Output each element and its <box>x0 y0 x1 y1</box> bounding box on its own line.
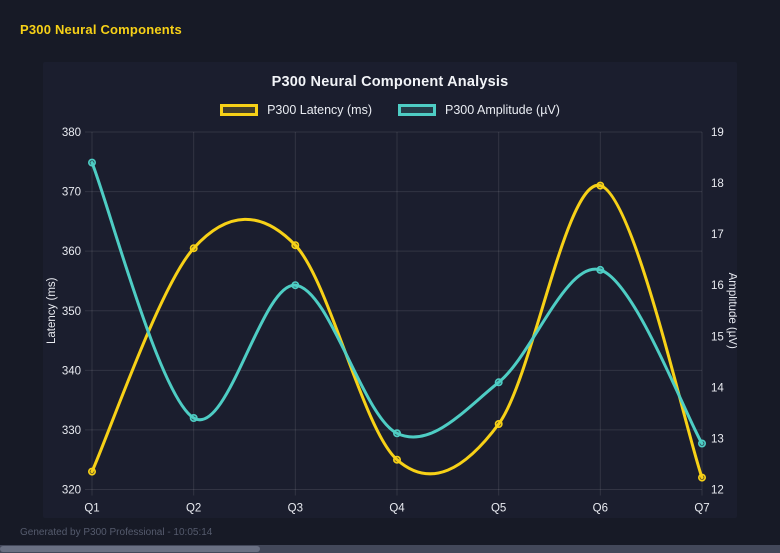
horizontal-scrollbar[interactable] <box>0 545 780 553</box>
data-point <box>697 473 706 482</box>
data-point <box>494 419 503 428</box>
data-point <box>596 181 605 190</box>
x-axis-tick-label: Q2 <box>186 503 201 515</box>
chart-canvas: 320 330 340 350 360 370 380 12 13 14 15 16 17 18 19 Q1 Q… <box>43 122 738 518</box>
latency-legend-swatch-icon <box>220 104 259 116</box>
x-axis-tick-label: Q3 <box>288 503 303 515</box>
data-point <box>697 439 706 448</box>
amplitude-line <box>90 161 704 445</box>
data-point <box>392 455 401 464</box>
right-axis-tick-label: 13 <box>711 433 724 445</box>
data-point <box>189 244 198 253</box>
right-axis-tick-label: 17 <box>711 229 724 241</box>
generated-footer: Generated by P300 Professional - 10:05:1… <box>20 527 213 538</box>
left-axis-tick-label: 370 <box>62 187 81 199</box>
left-axis-tick-label: 330 <box>62 425 81 437</box>
data-point <box>596 265 605 274</box>
left-axis-title: Latency (ms) <box>46 277 58 344</box>
x-axis-tick-label: Q7 <box>694 503 709 515</box>
data-point <box>494 378 503 387</box>
latency-line <box>90 184 704 480</box>
right-axis-tick-label: 19 <box>711 127 724 139</box>
right-axis-tick-label: 16 <box>711 280 724 292</box>
x-axis-tick-label: Q1 <box>84 503 99 515</box>
chart-panel: P300 Neural Component Analysis P300 Late… <box>43 62 738 518</box>
data-point <box>291 241 300 250</box>
legend-item-amplitude[interactable]: P300 Amplitude (µV) <box>398 103 560 117</box>
right-axis-tick-label: 18 <box>711 178 724 190</box>
left-axis-tick-label: 380 <box>62 127 81 139</box>
left-axis-tick-label: 320 <box>62 485 81 497</box>
right-axis-tick-label: 15 <box>711 331 724 343</box>
left-axis-tick-label: 350 <box>62 306 81 318</box>
x-axis-tick-label: Q6 <box>593 503 608 515</box>
legend-item-latency[interactable]: P300 Latency (ms) <box>220 103 372 117</box>
data-point <box>392 429 401 438</box>
right-axis-tick-label: 14 <box>711 382 724 394</box>
chart-title: P300 Neural Component Analysis <box>271 74 509 90</box>
scrollbar-thumb[interactable] <box>0 546 260 552</box>
x-axis-tick-label: Q4 <box>389 503 405 515</box>
data-point <box>87 158 96 167</box>
legend-label-amplitude: P300 Amplitude (µV) <box>445 103 560 117</box>
left-axis-tick-label: 360 <box>62 246 81 258</box>
legend-label-latency: P300 Latency (ms) <box>267 103 372 117</box>
right-axis-tick-label: 12 <box>711 485 724 497</box>
x-axis-tick-label: Q5 <box>491 503 506 515</box>
right-axis-title: Amplitude (µV) <box>726 273 737 349</box>
amplitude-legend-swatch-icon <box>398 104 436 116</box>
data-point <box>189 413 198 422</box>
data-point <box>291 281 300 290</box>
data-point <box>87 467 96 476</box>
page-title: P300 Neural Components <box>20 22 182 37</box>
left-axis-tick-label: 340 <box>62 365 81 377</box>
chart-legend: P300 Latency (ms) P300 Amplitude (µV) <box>43 103 737 117</box>
